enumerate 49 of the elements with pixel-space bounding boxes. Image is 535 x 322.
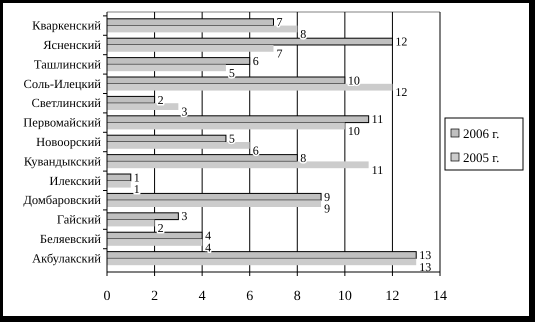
data-label: 5 xyxy=(228,132,235,146)
x-tick-label: 12 xyxy=(385,289,400,304)
data-label: 12 xyxy=(395,85,408,100)
y-tick-label: Кувандыкский xyxy=(24,154,102,168)
x-tick-label: 4 xyxy=(198,289,206,304)
data-label: 1 xyxy=(134,182,140,196)
data-label: 3 xyxy=(181,209,188,224)
data-label: 10 xyxy=(348,124,360,138)
y-tick-label: Илекский xyxy=(49,174,102,188)
data-label: 13 xyxy=(419,260,432,274)
data-label: 7 xyxy=(276,15,282,30)
y-tick-label: Новоорский xyxy=(36,135,102,149)
data-label: 9 xyxy=(324,190,330,204)
data-label: 7 xyxy=(276,46,282,60)
data-label: 2 xyxy=(158,221,164,236)
x-tick-label: 0 xyxy=(104,289,110,304)
x-tick-label: 8 xyxy=(294,289,301,304)
y-tick-label: Светлинский xyxy=(32,96,102,110)
x-tick-label: 6 xyxy=(246,289,254,304)
data-label: 10 xyxy=(348,73,360,88)
data-label: 11 xyxy=(372,162,384,177)
x-tick-label: 10 xyxy=(338,289,352,304)
y-tick-label: Гайский xyxy=(56,212,102,227)
data-label: 1 xyxy=(134,170,140,184)
y-tick-label: Домбаровский xyxy=(23,193,102,208)
y-tick-label: Ташлинский xyxy=(34,57,102,72)
data-label: 9 xyxy=(324,202,330,216)
data-label: 12 xyxy=(395,34,408,49)
y-tick-label: Соль-Илецкий xyxy=(24,76,102,91)
data-label: 3 xyxy=(181,104,188,119)
y-tick-label: Ясненский xyxy=(43,38,102,52)
data-label: 4 xyxy=(205,240,212,254)
data-label: 2 xyxy=(158,92,164,107)
y-tick-label: Акбулакский xyxy=(32,251,102,266)
data-label: 6 xyxy=(252,143,259,158)
data-label: 8 xyxy=(300,151,306,166)
data-label: 8 xyxy=(300,26,306,41)
data-label: 5 xyxy=(228,66,235,80)
legend-label: 2005 г. xyxy=(463,150,500,165)
x-tick-label: 2 xyxy=(151,289,158,304)
legend-label: 2006 г. xyxy=(463,126,500,141)
y-tick-label: Первомайский xyxy=(23,116,102,130)
data-label: 13 xyxy=(419,248,432,262)
x-tick-label: 14 xyxy=(433,289,447,304)
data-label: 11 xyxy=(372,112,384,126)
data-label: 6 xyxy=(252,54,259,68)
y-tick-label: Кваркенский xyxy=(32,18,102,33)
y-tick-label: Беляевский xyxy=(40,232,102,246)
data-label: 4 xyxy=(205,228,212,243)
